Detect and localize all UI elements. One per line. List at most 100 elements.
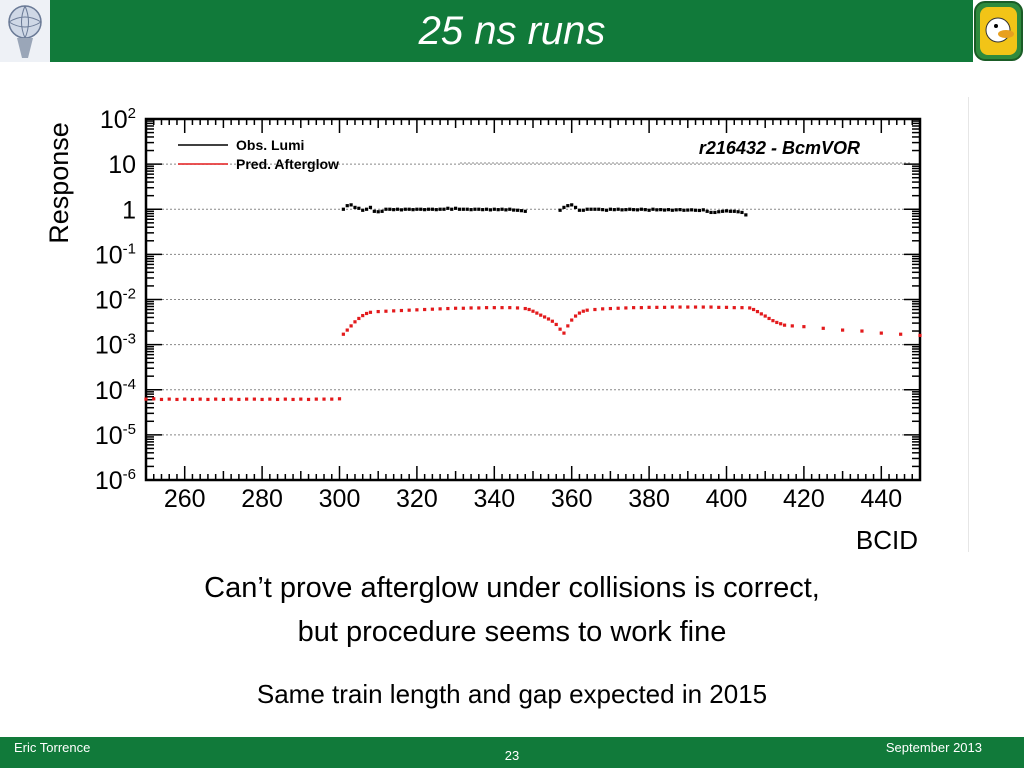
footer-page-number: 23 bbox=[504, 748, 520, 763]
obs-lumi-point bbox=[376, 210, 380, 214]
obs-lumi-point bbox=[481, 208, 485, 212]
footer-author: Eric Torrence bbox=[14, 740, 91, 755]
x-tick-label: 360 bbox=[551, 485, 593, 513]
pred-afterglow-point bbox=[899, 332, 903, 336]
pred-afterglow-point bbox=[237, 397, 241, 402]
x-tick-label: 400 bbox=[706, 485, 748, 513]
pred-afterglow-point bbox=[492, 306, 496, 310]
obs-lumi-point bbox=[519, 209, 523, 213]
y-axis-label: Response bbox=[44, 122, 74, 244]
y-tick-label: 10-6 bbox=[95, 466, 136, 495]
pred-afterglow-point bbox=[748, 306, 752, 310]
pred-afterglow-point bbox=[647, 305, 651, 309]
obs-lumi-point bbox=[662, 208, 667, 212]
obs-lumi-point bbox=[504, 208, 508, 212]
pred-afterglow-point bbox=[670, 305, 674, 309]
pred-afterglow-point bbox=[782, 323, 787, 327]
obs-lumi-point bbox=[403, 207, 407, 211]
obs-lumi-point bbox=[372, 209, 376, 213]
x-tick-label: 380 bbox=[628, 485, 670, 513]
pred-afterglow-point bbox=[662, 305, 667, 309]
obs-lumi-point bbox=[512, 208, 516, 212]
caption-line-2: but procedure seems to work fine bbox=[297, 616, 727, 648]
obs-lumi-point bbox=[473, 207, 477, 211]
pred-afterglow-point bbox=[821, 326, 825, 330]
pred-afterglow-point bbox=[345, 328, 349, 332]
obs-lumi-point bbox=[364, 207, 369, 211]
obs-lumi-point bbox=[508, 207, 512, 211]
pred-afterglow-point bbox=[860, 329, 864, 333]
pred-afterglow-point bbox=[283, 397, 287, 401]
pred-afterglow-point bbox=[732, 306, 736, 310]
pred-afterglow-point bbox=[206, 397, 210, 402]
pred-afterglow-point bbox=[686, 305, 690, 309]
pred-afterglow-point bbox=[550, 319, 554, 323]
obs-lumi-point bbox=[589, 207, 593, 211]
pred-afterglow-point bbox=[330, 397, 334, 401]
pred-afterglow-point bbox=[523, 306, 527, 311]
pred-afterglow-point bbox=[601, 307, 605, 311]
obs-lumi-point bbox=[721, 209, 725, 213]
obs-lumi-point bbox=[593, 207, 597, 211]
pred-afterglow-point bbox=[879, 331, 883, 335]
obs-lumi-point bbox=[601, 208, 605, 212]
slide-title: 25 ns runs bbox=[418, 9, 606, 53]
y-tick-label: 10-5 bbox=[95, 421, 136, 450]
y-tick-label: 10-4 bbox=[95, 376, 136, 405]
x-axis-label: BCID bbox=[856, 525, 918, 552]
pred-afterglow-point bbox=[268, 397, 272, 401]
obs-lumi-point bbox=[423, 208, 427, 212]
obs-lumi-point bbox=[341, 207, 345, 211]
obs-lumi-point bbox=[523, 209, 527, 213]
obs-lumi-point bbox=[616, 207, 620, 211]
obs-lumi-point bbox=[384, 207, 388, 211]
pred-afterglow-point bbox=[361, 313, 365, 318]
pred-afterglow-point bbox=[655, 305, 659, 309]
pred-afterglow-point bbox=[152, 397, 156, 401]
pred-afterglow-point bbox=[190, 397, 195, 402]
obs-lumi-point bbox=[740, 210, 744, 215]
afterglow-chart: 260 280 300 320 340 360 380 400 420 440 10-6 10-5 10… bbox=[44, 105, 922, 555]
pred-afterglow-point bbox=[775, 320, 779, 325]
pred-afterglow-point bbox=[527, 307, 531, 312]
pred-afterglow-point bbox=[299, 397, 303, 401]
obs-lumi-point bbox=[581, 208, 585, 212]
obs-lumi-point bbox=[697, 208, 702, 213]
obs-lumi-point bbox=[635, 208, 640, 212]
pred-afterglow-point bbox=[477, 306, 481, 310]
obs-lumi-point bbox=[670, 208, 674, 212]
pred-afterglow-point bbox=[585, 308, 589, 312]
pred-afterglow-point bbox=[570, 318, 574, 322]
obs-lumi-point bbox=[442, 207, 446, 211]
pred-afterglow-point bbox=[581, 309, 585, 313]
y-tick-label: 10-3 bbox=[95, 331, 136, 360]
obs-lumi-point bbox=[608, 207, 612, 211]
obs-lumi-point bbox=[628, 207, 632, 211]
duck-mascot-logo-icon bbox=[973, 0, 1024, 62]
pred-afterglow-point bbox=[701, 305, 705, 309]
legend-label: Obs. Lumi bbox=[236, 137, 304, 153]
pred-afterglow-point bbox=[229, 397, 233, 401]
pred-afterglow-point bbox=[306, 397, 311, 402]
pred-afterglow-point bbox=[790, 324, 794, 328]
obs-lumi-point bbox=[399, 208, 404, 212]
pred-afterglow-point bbox=[554, 322, 558, 327]
pred-afterglow-point bbox=[291, 397, 295, 402]
pred-afterglow-point bbox=[841, 328, 845, 332]
obs-lumi-point bbox=[666, 208, 671, 212]
obs-lumi-point bbox=[724, 209, 729, 213]
pred-afterglow-point bbox=[376, 309, 380, 314]
obs-lumi-point bbox=[705, 209, 709, 213]
pred-afterglow-point bbox=[779, 322, 783, 326]
pred-afterglow-point bbox=[562, 331, 566, 335]
pred-afterglow-point bbox=[593, 307, 597, 312]
obs-lumi-point bbox=[632, 208, 636, 212]
obs-lumi-point bbox=[678, 208, 682, 212]
obs-lumi-point bbox=[488, 208, 493, 212]
obs-lumi-point bbox=[496, 208, 500, 212]
pred-afterglow-point bbox=[508, 306, 512, 310]
obs-lumi-point bbox=[577, 208, 582, 212]
obs-lumi-point bbox=[709, 210, 713, 215]
pred-afterglow-point bbox=[314, 397, 318, 401]
pred-afterglow-point bbox=[364, 311, 369, 316]
